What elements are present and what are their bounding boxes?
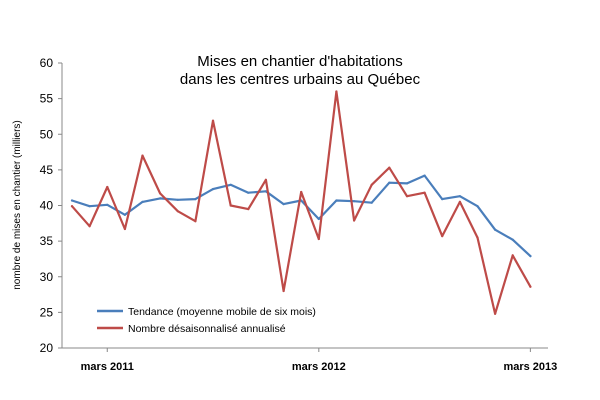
data-point xyxy=(353,219,356,222)
data-point xyxy=(405,195,409,198)
data-point xyxy=(458,200,461,203)
legend: Tendance (moyenne mobile de six mois) Nom… xyxy=(97,306,316,335)
chart-title-line-2: dans les centres urbains au Québec xyxy=(180,71,421,88)
data-point xyxy=(194,198,197,201)
data-point xyxy=(211,119,215,122)
series-group xyxy=(70,90,532,315)
data-point xyxy=(370,201,373,204)
data-point xyxy=(229,183,232,186)
y-tick-label: 60 xyxy=(40,56,54,70)
data-point xyxy=(123,227,126,231)
data-point xyxy=(458,195,461,198)
data-point xyxy=(335,199,338,202)
series-line-0 xyxy=(70,174,532,258)
legend-label-1: Nombre désaisonnalisé annualisé xyxy=(128,323,286,335)
x-tick-label: mars 2013 xyxy=(503,361,557,373)
data-point xyxy=(423,174,426,177)
y-tick-label: 45 xyxy=(40,163,54,177)
data-point xyxy=(194,220,197,223)
data-point xyxy=(159,192,162,195)
data-point xyxy=(529,285,532,288)
data-point xyxy=(88,225,91,228)
y-tick-label: 20 xyxy=(40,341,54,355)
data-point xyxy=(70,205,74,208)
y-tick-label: 50 xyxy=(40,127,54,141)
data-point xyxy=(282,289,285,293)
data-point xyxy=(247,208,250,211)
data-point xyxy=(176,198,179,201)
y-tick-label: 30 xyxy=(40,270,54,284)
data-point xyxy=(141,154,144,157)
data-point xyxy=(405,182,409,185)
data-point xyxy=(494,312,497,315)
chart-title: Mises en chantier d'habitations dans les… xyxy=(180,53,421,88)
x-tick-label: mars 2012 xyxy=(292,361,346,373)
y-tick-label: 55 xyxy=(40,92,54,106)
data-point xyxy=(335,90,338,93)
y-tick-label: 25 xyxy=(40,305,54,319)
data-point xyxy=(317,217,320,221)
data-point xyxy=(106,185,109,189)
data-point xyxy=(300,190,303,194)
data-point xyxy=(441,198,444,201)
data-point xyxy=(159,197,162,200)
data-point xyxy=(317,237,320,241)
data-point xyxy=(511,238,514,241)
data-point xyxy=(229,204,232,207)
data-point xyxy=(264,190,267,193)
data-point xyxy=(423,191,426,194)
data-point xyxy=(211,188,215,191)
data-point xyxy=(123,213,126,216)
x-tick-label: mars 2011 xyxy=(81,361,134,373)
data-point xyxy=(476,205,479,208)
data-point xyxy=(388,166,391,169)
data-point xyxy=(529,255,532,258)
chart-title-line-1: Mises en chantier d'habitations xyxy=(197,53,402,70)
data-point xyxy=(176,210,179,213)
data-point xyxy=(353,200,356,203)
data-point xyxy=(282,203,285,206)
y-axis-label: nombre de mises en chantier (milliers) xyxy=(12,120,23,290)
legend-label-0: Tendance (moyenne mobile de six mois) xyxy=(128,306,316,318)
data-point xyxy=(511,254,514,257)
data-point xyxy=(476,236,479,239)
data-point xyxy=(247,191,250,194)
data-point xyxy=(106,203,109,206)
data-point xyxy=(88,205,91,208)
data-point xyxy=(141,200,144,203)
data-point xyxy=(494,228,497,231)
data-point xyxy=(441,235,444,238)
y-tick-label: 35 xyxy=(40,234,54,248)
axes: 20 25 30 35 40 45 50 55 60 mars 2011 mars 2012 mars… xyxy=(40,56,558,373)
y-tick-label: 40 xyxy=(40,199,54,213)
data-point xyxy=(70,199,74,202)
data-point xyxy=(388,181,391,184)
data-point xyxy=(264,178,267,181)
data-point xyxy=(370,183,373,186)
